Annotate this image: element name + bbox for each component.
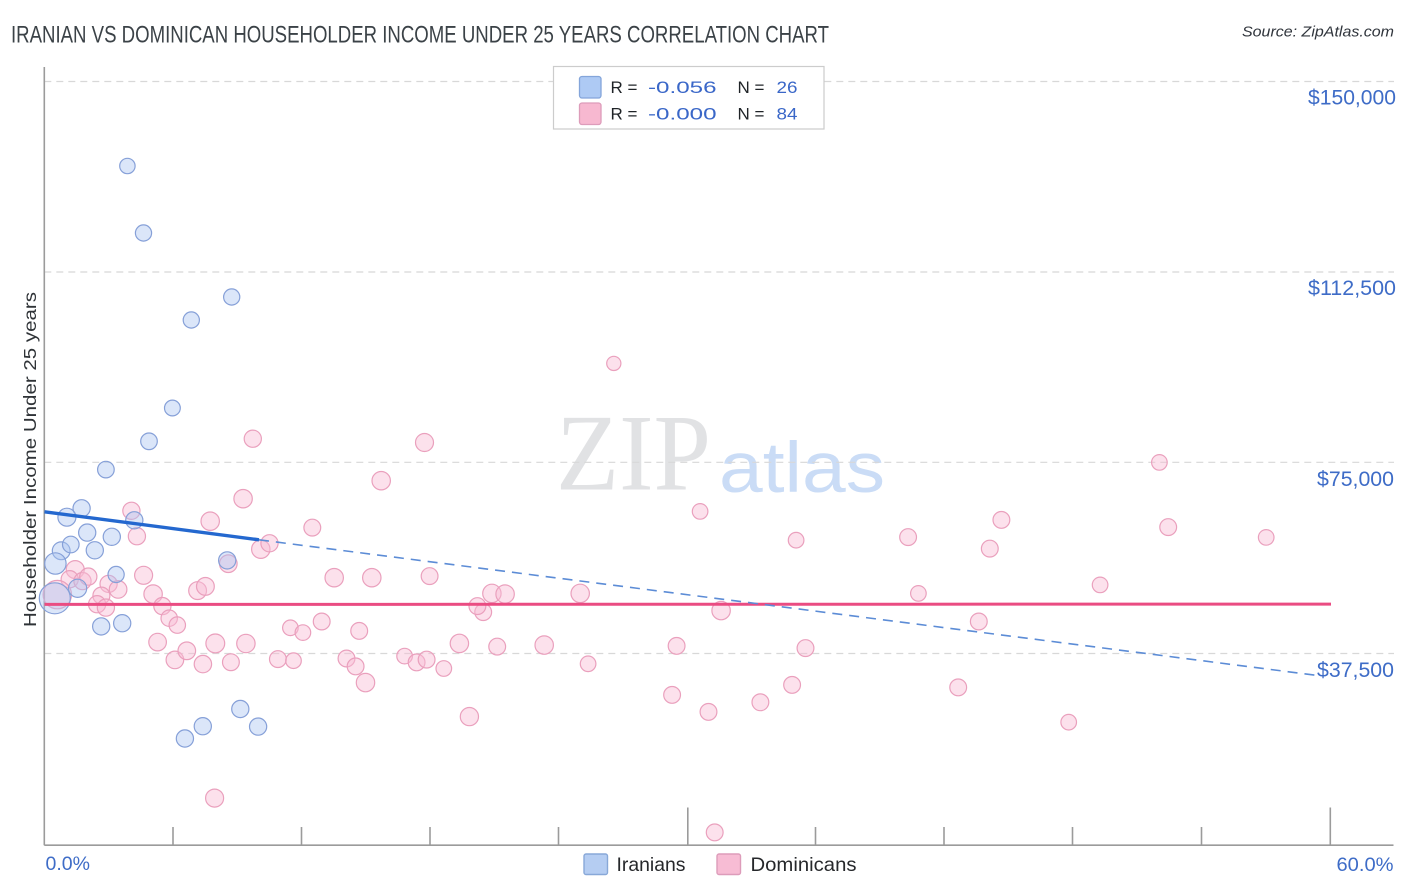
svg-text:Iranians: Iranians bbox=[617, 854, 686, 876]
svg-text:R =: R = bbox=[611, 105, 638, 124]
svg-text:Dominicans: Dominicans bbox=[751, 854, 857, 876]
svg-text:IRANIAN VS DOMINICAN HOUSEHOLD: IRANIAN VS DOMINICAN HOUSEHOLDER INCOME … bbox=[11, 22, 829, 49]
svg-text:-0.000: -0.000 bbox=[648, 105, 717, 124]
svg-text:Householder Income Under 25 ye: Householder Income Under 25 years bbox=[20, 292, 40, 627]
svg-text:0.0%: 0.0% bbox=[46, 853, 90, 875]
svg-text:84: 84 bbox=[777, 105, 798, 124]
svg-text:$37,500: $37,500 bbox=[1317, 659, 1394, 682]
svg-text:Source: ZipAtlas.com: Source: ZipAtlas.com bbox=[1242, 25, 1394, 41]
svg-text:26: 26 bbox=[777, 78, 798, 97]
svg-text:60.0%: 60.0% bbox=[1337, 854, 1394, 876]
svg-text:R =: R = bbox=[611, 78, 638, 97]
svg-text:$150,000: $150,000 bbox=[1308, 87, 1396, 110]
svg-text:ZIP: ZIP bbox=[556, 393, 711, 514]
svg-text:N =: N = bbox=[738, 105, 765, 124]
svg-text:$75,000: $75,000 bbox=[1317, 468, 1394, 491]
svg-text:atlas: atlas bbox=[719, 429, 885, 508]
svg-text:N =: N = bbox=[738, 78, 765, 97]
svg-text:-0.056: -0.056 bbox=[648, 78, 717, 97]
svg-text:$112,500: $112,500 bbox=[1308, 277, 1396, 300]
